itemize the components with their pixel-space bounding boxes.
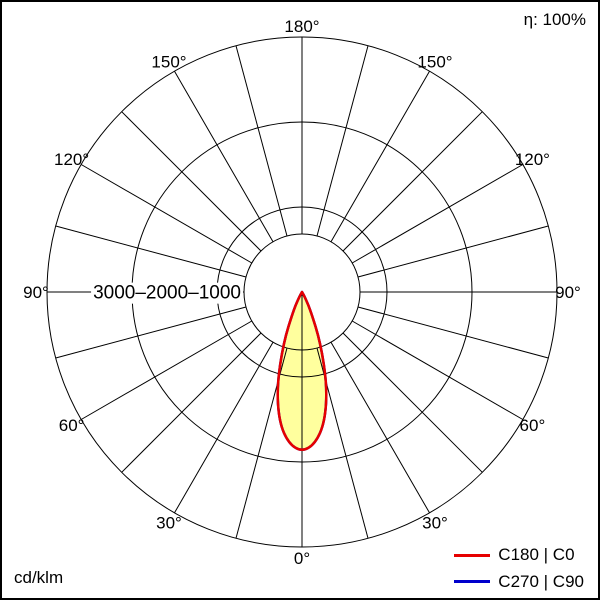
grid-spoke-105 [357, 225, 549, 278]
grid-spoke-255 [55, 225, 247, 278]
angle-label-0: 0° [294, 549, 310, 568]
angle-label-120-left: 120° [54, 150, 89, 169]
angle-label-150-right: 150° [417, 53, 452, 72]
grid-spoke-60 [351, 320, 524, 420]
angle-label-30-right: 30° [422, 513, 448, 532]
grid-spoke-120 [351, 164, 524, 264]
legend-swatch [454, 553, 491, 557]
legend-swatch [454, 580, 491, 584]
grid-spoke-195 [235, 45, 288, 237]
grid-spoke-75 [357, 306, 549, 359]
grid-spoke-165 [316, 45, 369, 237]
grid-spoke-285 [55, 306, 247, 359]
grid-spoke-150 [330, 70, 430, 243]
angle-label-90-right: 90° [555, 283, 581, 302]
legend-item-c270-c90: C270 | C90 [454, 572, 584, 592]
grid-spoke-240 [80, 164, 253, 264]
grid-spoke-210 [174, 70, 274, 243]
angle-label-120-right: 120° [515, 150, 550, 169]
grid-spoke-300 [80, 320, 253, 420]
angle-label-180: 180° [284, 17, 319, 36]
legend-label: C180 | C0 [498, 545, 575, 565]
grid-spoke-315 [121, 332, 262, 473]
grid-spoke-135 [342, 111, 483, 252]
grid-spoke-225 [121, 111, 262, 252]
efficiency-label: η: 100% [523, 10, 586, 29]
angle-label-60-right: 60° [520, 416, 546, 435]
legend-label: C270 | C90 [498, 571, 584, 591]
radial-tick-labels: 3000–2000–1000 [93, 283, 241, 304]
grid-spoke-45 [342, 332, 483, 473]
legend: C180 | C0 C270 | C90 [454, 545, 584, 592]
angle-label-90-left: 90° [23, 283, 49, 302]
grid-spoke-30 [330, 341, 430, 514]
radial-tick-labels-bg [91, 282, 243, 304]
grid-spoke-330 [174, 341, 274, 514]
angle-label-30-left: 30° [156, 513, 182, 532]
curve-c180-c0 [276, 290, 328, 451]
legend-item-c180-c0: C180 | C0 [454, 545, 584, 565]
unit-label: cd/klm [14, 567, 64, 587]
angle-label-150-left: 150° [151, 53, 186, 72]
angle-label-60-left: 60° [59, 416, 85, 435]
